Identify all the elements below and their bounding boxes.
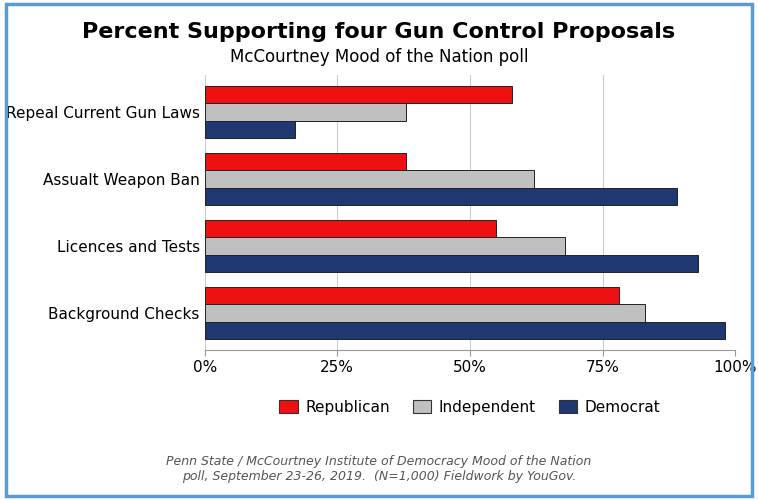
Legend: Republican, Independent, Democrat: Republican, Independent, Democrat xyxy=(273,394,667,420)
Bar xyxy=(205,170,534,188)
Bar xyxy=(205,287,619,304)
Bar xyxy=(205,86,512,103)
Bar xyxy=(205,220,496,238)
Bar xyxy=(205,238,565,255)
Text: Penn State / McCourtney Institute of Democracy Mood of the Nation
poll, Septembe: Penn State / McCourtney Institute of Dem… xyxy=(166,455,592,483)
Bar xyxy=(205,304,645,322)
Bar xyxy=(205,322,725,340)
Bar xyxy=(205,255,698,272)
Bar xyxy=(205,120,295,138)
Bar xyxy=(205,153,406,170)
Text: Percent Supporting four Gun Control Proposals: Percent Supporting four Gun Control Prop… xyxy=(83,22,675,42)
Bar xyxy=(205,103,406,120)
Bar xyxy=(205,188,677,205)
Text: McCourtney Mood of the Nation poll: McCourtney Mood of the Nation poll xyxy=(230,48,528,66)
